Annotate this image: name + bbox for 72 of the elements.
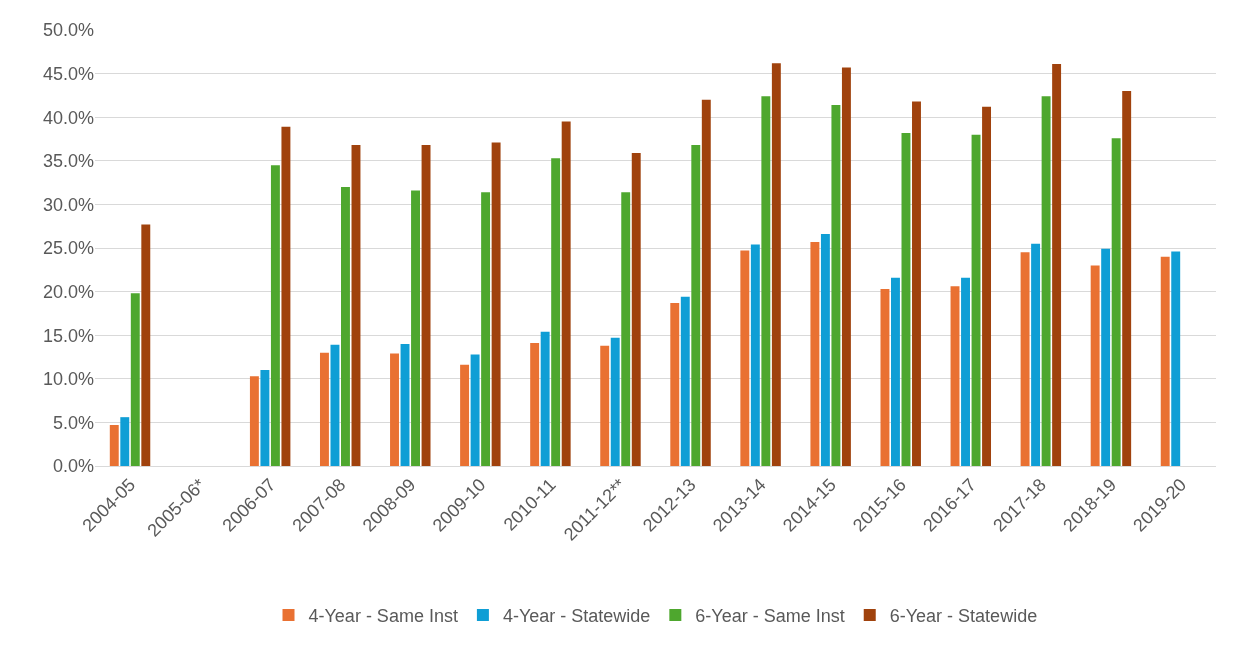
y-tick-label: 35.0%: [42, 151, 94, 172]
bar: [421, 145, 431, 466]
bar: [631, 152, 641, 466]
legend-label: 6-Year - Statewide: [889, 606, 1038, 627]
y-tick-label: 45.0%: [42, 63, 94, 84]
bar: [270, 165, 280, 466]
bar: [481, 192, 491, 466]
bar: [912, 101, 921, 466]
bar: [600, 345, 610, 466]
bar: [982, 106, 992, 466]
bar: [740, 250, 750, 466]
bar: [120, 417, 130, 466]
bar: [390, 353, 399, 466]
bar: [691, 145, 701, 466]
bar: [891, 277, 900, 466]
y-tick-label: 5.0%: [52, 412, 94, 433]
bar: [750, 244, 760, 466]
y-tick-label: 30.0%: [42, 194, 94, 215]
bar: [460, 364, 470, 466]
bar: [961, 277, 970, 466]
legend-label: 6-Year - Same Inst: [695, 606, 845, 627]
bar: [680, 296, 690, 466]
bar: [540, 331, 550, 466]
bar: [109, 425, 119, 466]
bar: [1052, 64, 1062, 466]
bar: [701, 99, 711, 466]
bar: [950, 286, 960, 466]
bar: [491, 142, 501, 466]
bar: [351, 145, 361, 466]
bar: [810, 241, 820, 466]
bar: [530, 343, 540, 466]
bar: [831, 104, 841, 466]
bar: [281, 126, 291, 466]
bar: [130, 293, 140, 466]
bar: [621, 192, 631, 466]
bar: [141, 224, 151, 466]
bar: [761, 96, 771, 466]
bar: [260, 370, 270, 466]
bar: [820, 234, 830, 466]
y-tick-label: 40.0%: [42, 107, 94, 128]
y-tick-label: 15.0%: [42, 325, 94, 346]
bar: [1160, 256, 1170, 466]
bar: [1111, 138, 1121, 466]
bar: [901, 132, 911, 466]
bar: [400, 343, 410, 466]
bar: [1122, 91, 1132, 466]
y-tick-label: 50.0%: [42, 20, 94, 41]
bar: [1090, 265, 1100, 466]
bar: [610, 337, 620, 466]
bar: [880, 288, 890, 466]
legend-label: 4-Year - Statewide: [502, 606, 651, 627]
bar: [1031, 243, 1041, 466]
bar: [1041, 96, 1051, 466]
legend-label: 4-Year - Same Inst: [308, 606, 458, 627]
bar: [551, 158, 561, 466]
bar: [470, 354, 480, 466]
bar: [971, 134, 981, 466]
y-tick-label: 10.0%: [42, 369, 94, 390]
bar: [1020, 252, 1030, 466]
bar: [841, 67, 851, 466]
bar: [771, 63, 781, 466]
bar: [670, 302, 680, 466]
bar: [411, 190, 420, 466]
y-tick-label: 25.0%: [42, 238, 94, 259]
bar: [341, 186, 350, 466]
bar: [1171, 251, 1181, 466]
bar: [561, 121, 571, 466]
bar: [319, 352, 329, 466]
y-tick-label: 20.0%: [42, 281, 94, 302]
bar: [249, 376, 259, 466]
y-tick-label: 0.0%: [52, 456, 94, 477]
bar: [1101, 248, 1111, 466]
